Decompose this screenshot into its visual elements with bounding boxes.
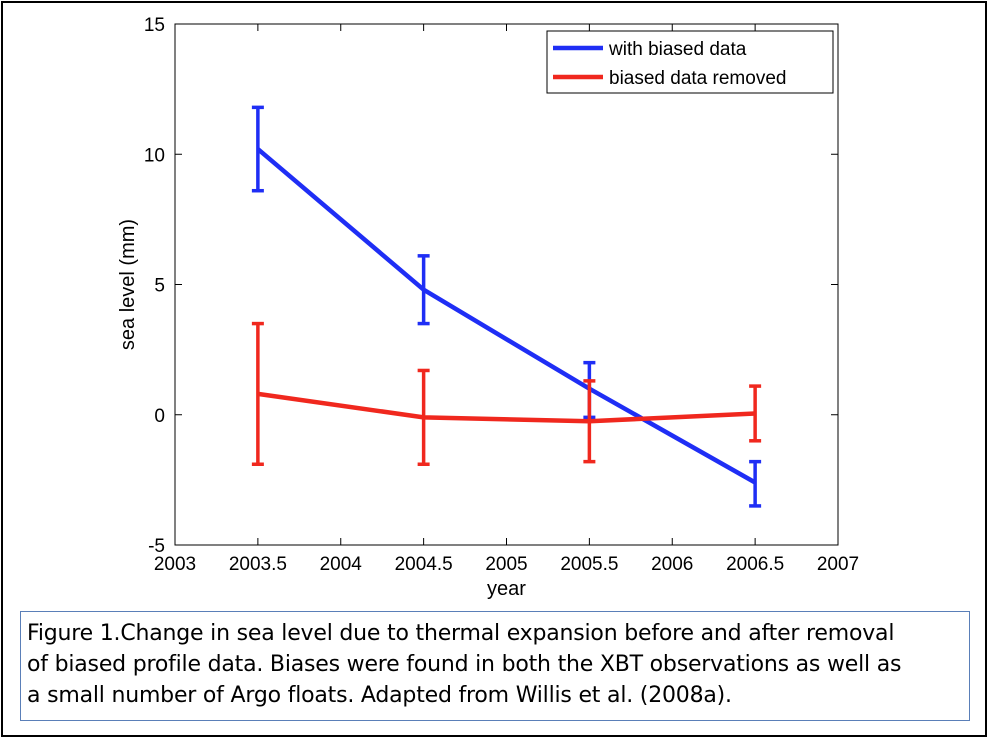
series-layer [251,105,762,508]
plot-area [174,23,839,546]
chart: 2003 2003.5 2004 2004.5 2005 2005.5 2006 2006.5… [117,15,859,600]
legend: with biased data biased data removed [546,30,834,94]
axis-ticks: 2003 2003.5 2004 2004.5 2005 2005.5 2006 2006.5… [144,15,859,575]
x-tick-label: 2004 [320,554,363,575]
legend-label: with biased data [608,39,747,60]
x-tick-label: 2005 [485,554,527,575]
x-tick-label: 2006 [651,554,693,575]
x-tick-label: 2006.5 [726,554,784,575]
caption-line-2: of biased profile data. Biases were foun… [27,652,902,677]
figure-caption: Figure 1.Change in sea level due to ther… [20,611,970,721]
x-tick-label: 2005.5 [560,554,618,575]
x-tick-label: 2004.5 [395,554,453,575]
legend-label: biased data removed [609,68,786,89]
y-tick-label: 5 [154,276,165,297]
series-2 [251,321,762,466]
caption-line-1: Figure 1.Change in sea level due to ther… [27,621,895,646]
x-tick-label: 2007 [817,554,859,575]
x-tick-label: 2003.5 [229,554,287,575]
x-axis-label: year [487,578,526,600]
series-line [256,147,757,485]
series-line [257,391,756,424]
y-tick-label: 10 [144,145,165,166]
y-tick-label: 15 [144,15,165,36]
caption-line-3: a small number of Argo floats. Adapted f… [27,683,732,708]
series-1 [251,105,762,508]
y-tick-label: 0 [154,406,165,427]
y-axis-label: sea level (mm) [117,219,139,350]
y-tick-label: -5 [148,536,165,557]
x-tick-label: 2003 [154,554,196,575]
legend-box [546,30,834,94]
